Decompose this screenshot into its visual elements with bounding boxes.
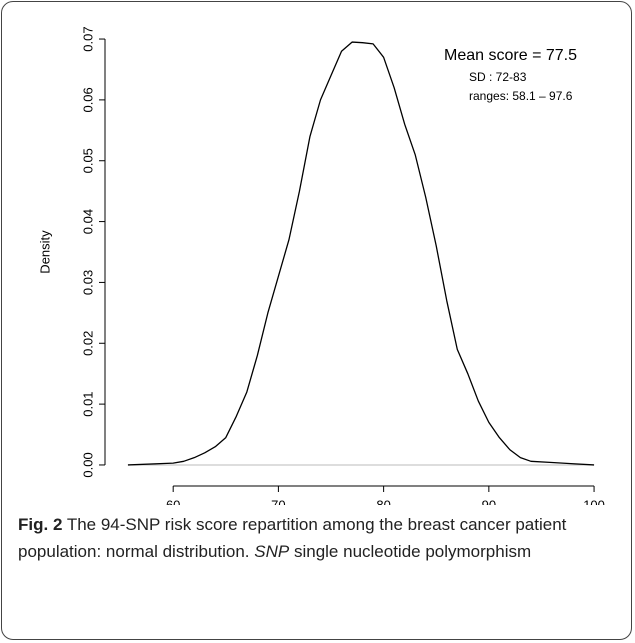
x-tick-label: 100 (583, 497, 605, 505)
y-tick-label: 0.06 (80, 87, 95, 112)
y-tick-label: 0.04 (80, 209, 95, 234)
x-tick-label: 60 (166, 497, 180, 505)
x-tick-label: 70 (271, 497, 285, 505)
density-line (127, 41, 595, 466)
y-tick-label: 0.01 (80, 391, 95, 416)
y-axis-label: Density (37, 230, 52, 274)
x-tick-label: 80 (376, 497, 390, 505)
caption-abbr: SNP (254, 542, 290, 561)
annotation: ranges: 58.1 – 97.6 (469, 89, 573, 103)
y-tick-label: 0.07 (80, 26, 95, 51)
annotation: SD : 72-83 (469, 70, 527, 84)
x-tick-label: 90 (482, 497, 496, 505)
caption-text: The 94-SNP risk score repartition among … (18, 515, 567, 561)
caption: Fig. 2 The 94-SNP risk score repartition… (18, 511, 578, 565)
chart: Mean score = 77.5 SD : 72-83 ranges: 58.… (37, 26, 605, 505)
annotation: Mean score = 77.5 (444, 47, 577, 64)
y-tick-label: 0.00 (80, 452, 95, 477)
caption-text: single nucleotide polymorphism (293, 542, 532, 561)
y-tick-label: 0.02 (80, 331, 95, 356)
y-tick-label: 0.05 (80, 148, 95, 173)
y-tick-label: 0.03 (80, 270, 95, 295)
caption-label: Fig. 2 (18, 515, 63, 534)
